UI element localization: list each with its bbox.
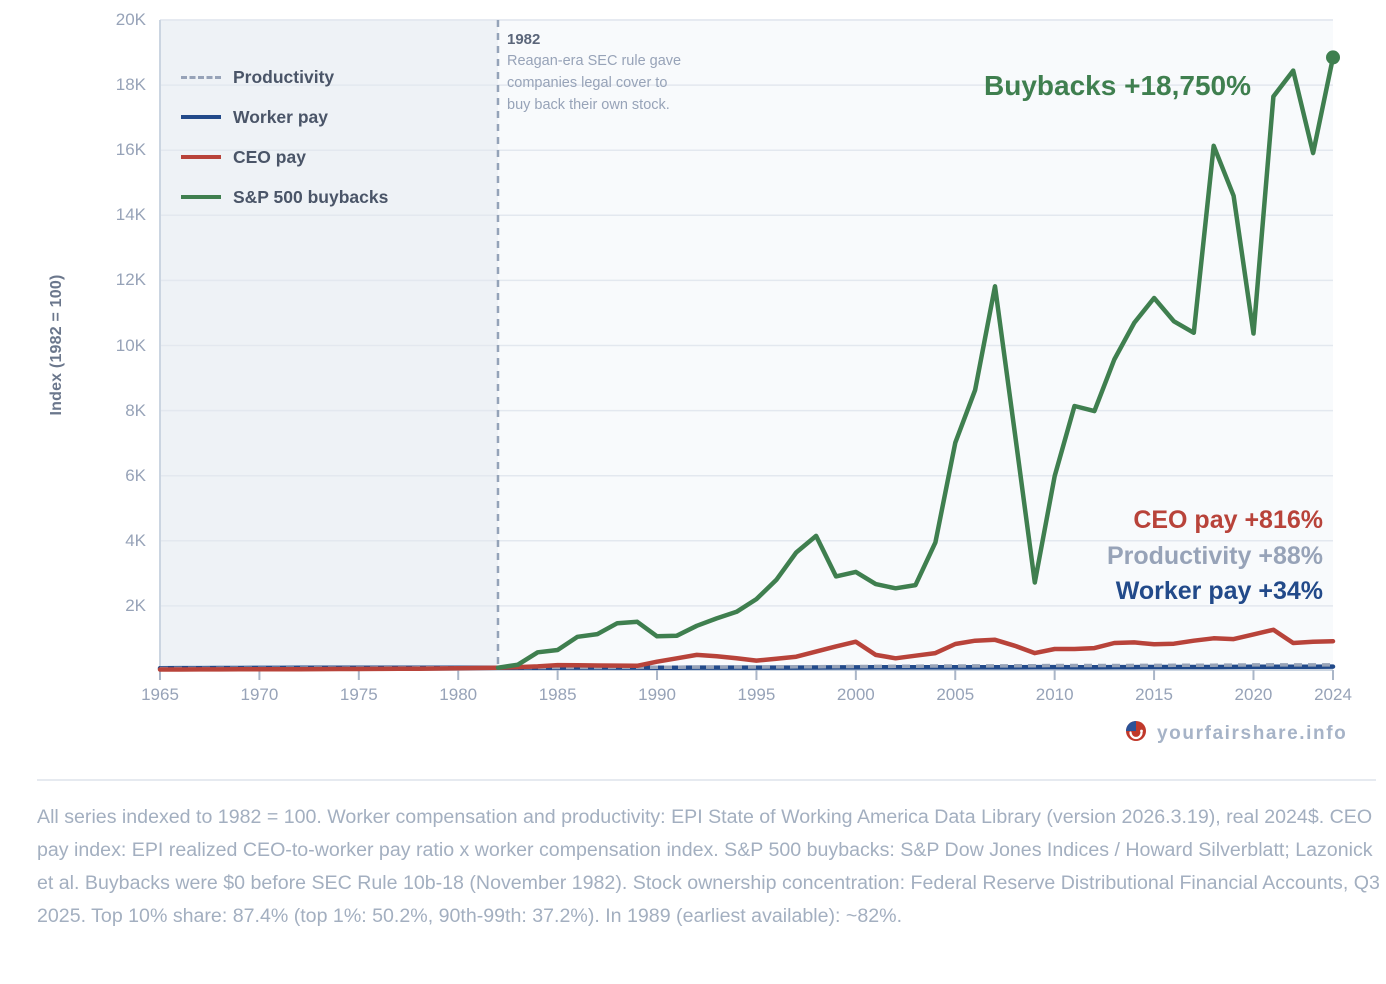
legend-label: S&P 500 buybacks [233,186,389,207]
x-tick-label: 2020 [1234,685,1273,704]
y-tick-label: 12K [115,270,146,290]
pie-smile-logo-icon [1125,720,1147,747]
annotation-line: buy back their own stock. [507,97,670,113]
legend-swatch-ceo-pay [181,155,221,159]
legend-label: Worker pay [233,106,328,127]
y-tick-label: 18K [115,75,146,95]
x-tick-label: 2024 [1314,685,1352,704]
x-tick-label: 1965 [141,685,179,704]
x-tick-label: 1975 [339,685,378,704]
divider [37,779,1376,781]
legend-item-worker-pay: Worker pay [181,97,388,137]
end-label-ceo-pay: CEO pay +816% [1133,506,1323,534]
y-tick-label: 6K [125,465,146,485]
legend-swatch-buybacks [181,195,221,199]
legend-item-productivity: Productivity [181,57,388,97]
x-tick-label: 2015 [1135,685,1173,704]
legend-swatch-productivity [181,75,221,79]
y-tick-label: 4K [125,530,146,550]
x-tick-label: 1980 [439,685,478,704]
annotation-line: companies legal cover to [507,75,668,91]
source-footnote: All series indexed to 1982 = 100. Worker… [37,806,1380,927]
legend-label: CEO pay [233,146,306,167]
x-tick-label: 1995 [737,685,776,704]
x-tick-label: 2010 [1035,685,1074,704]
legend-item-buybacks: S&P 500 buybacks [181,177,388,217]
series-end-marker-buybacks [1326,50,1340,65]
watermark-link[interactable]: yourfairshare.info [1157,722,1348,744]
end-label-buybacks: Buybacks +18,750% [984,70,1251,101]
x-tick-label: 1970 [240,685,279,704]
y-tick-label: 14K [115,205,146,225]
x-tick-label: 1990 [638,685,676,704]
y-tick-label: 16K [115,140,146,160]
end-label-worker-pay: Worker pay +34% [1115,577,1323,605]
y-tick-label: 2K [125,595,146,615]
annotation-line: Reagan-era SEC rule gave [507,53,682,69]
legend-swatch-worker-pay [181,115,221,119]
watermark[interactable]: yourfairshare.info [1125,720,1347,747]
x-tick-label: 2000 [836,685,875,704]
series-line-buybacks [495,55,1336,670]
y-axis-title: Index (1982 = 100) [48,274,65,416]
annotation-1982: 1982 Reagan-era SEC rule gave companies … [507,30,681,116]
legend-item-ceo-pay: CEO pay [181,137,388,177]
end-label-productivity: Productivity +88% [1106,542,1323,570]
x-tick-label: 1985 [538,685,577,704]
y-tick-label: 20K [115,10,146,29]
legend: Productivity Worker pay CEO pay S&P 500 … [181,57,388,217]
y-tick-label: 10K [115,335,146,355]
legend-label: Productivity [233,66,335,87]
annotation-title: 1982 [507,31,541,48]
series-line-ceo [157,627,1336,672]
chart-svg [157,19,1340,680]
x-tick-label: 2005 [936,685,975,704]
y-tick-label: 8K [125,400,146,420]
chart: 2K 4K 6K 8K 10K 12K 14K 16K 18K 20K 1965 1970 1975 19… [48,10,1352,747]
